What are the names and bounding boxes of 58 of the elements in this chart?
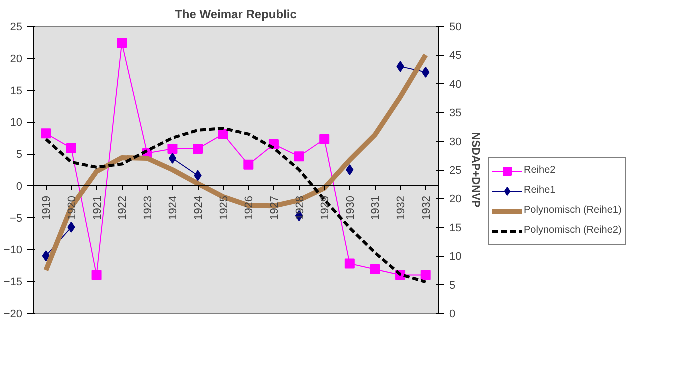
x-tick-label: 1928 (294, 196, 306, 220)
point (346, 164, 354, 176)
point (41, 128, 52, 139)
y-tick-label: −5 (10, 212, 23, 225)
x-tick-label: 1927 (268, 196, 281, 220)
point (244, 160, 254, 170)
x-tick-label: 1926 (244, 196, 256, 220)
legend-label: Polynomisch (Reihe2) (524, 225, 622, 236)
point (168, 153, 177, 164)
y2-tick-label: 10 (450, 251, 462, 264)
x-tick-label: 1931 (370, 196, 382, 220)
x-tick-label: 1932 (420, 196, 433, 220)
x-tick-label: 1932 (396, 196, 408, 220)
x-tick-label: 1929 (320, 196, 332, 220)
point (218, 129, 228, 140)
point (66, 143, 76, 154)
y-tick-label: −20 (4, 308, 23, 320)
y-tick-label: 0 (16, 180, 23, 193)
point (320, 134, 330, 144)
y-tick-label: 15 (10, 85, 23, 98)
point (420, 270, 431, 280)
x-tick-label: 1924 (168, 196, 180, 220)
y-tick-label: 20 (10, 53, 23, 66)
point (193, 144, 204, 154)
y2-tick-label: 0 (450, 308, 456, 320)
y2-tick-label: 40 (450, 78, 462, 91)
y-tick-label: −15 (4, 276, 23, 289)
legend-label: Reihe2 (524, 165, 556, 176)
point (92, 270, 102, 280)
y2-tick-label: 30 (450, 136, 462, 148)
point (344, 258, 355, 269)
y2-tick-label: 25 (450, 165, 462, 177)
point (370, 264, 380, 274)
legend-label: Polynomisch (Reihe1) (524, 205, 622, 216)
x-tick-label: 1920 (66, 196, 78, 220)
y-tick-label: 5 (16, 149, 23, 162)
y-tick-label: 25 (10, 22, 23, 34)
y-tick-label: −10 (4, 244, 23, 257)
point (294, 152, 304, 162)
x-tick-label: 1925 (218, 196, 230, 220)
x-tick-label: 1922 (117, 196, 130, 220)
x-tick-label: 1919 (41, 196, 54, 220)
y2-tick-label: 5 (450, 280, 456, 292)
y2-tick-label: 50 (450, 22, 462, 34)
y-tick-label: 10 (10, 117, 23, 130)
y2-tick-label: 45 (450, 50, 462, 62)
y2-axis-title: NSDAP+DNVP (470, 132, 482, 208)
y2-tick-label: 15 (450, 222, 462, 234)
point (168, 144, 178, 154)
y2-tick-label: 20 (450, 194, 462, 206)
x-tick-label: 1921 (92, 196, 104, 220)
x-tick-label: 1923 (142, 196, 154, 220)
legend-label: Reihe1 (524, 185, 556, 196)
point (117, 38, 128, 48)
x-tick-label: 1924 (193, 196, 206, 220)
chart-title: The Weimar Republic (175, 8, 298, 22)
y2-tick-label: 35 (450, 108, 462, 120)
x-tick-label: 1930 (344, 196, 357, 220)
